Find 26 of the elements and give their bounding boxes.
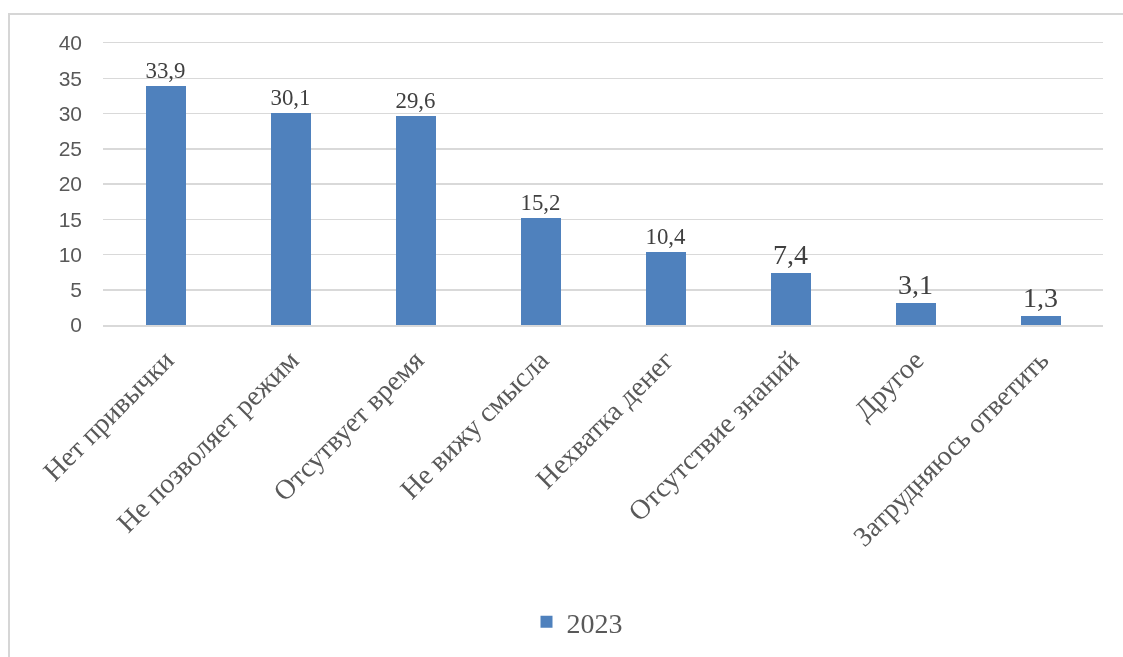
bar	[770, 272, 811, 325]
data-label: 7,4	[773, 238, 808, 270]
bar	[895, 303, 936, 325]
y-tick-label: 20	[58, 172, 82, 196]
data-label: 30,1	[270, 84, 311, 110]
bar	[520, 217, 561, 325]
y-tick-label: 10	[58, 242, 82, 266]
y-tick-label: 25	[58, 137, 82, 161]
legend-label: 2023	[566, 607, 623, 639]
data-label: 10,4	[645, 223, 687, 249]
y-tick-label: 5	[70, 278, 82, 302]
bar	[1020, 315, 1061, 325]
bar	[145, 86, 186, 325]
data-label: 33,9	[145, 58, 186, 84]
bar	[395, 116, 436, 325]
y-tick-label: 35	[58, 66, 82, 90]
data-label: 3,1	[898, 269, 933, 301]
y-tick-label: 0	[70, 313, 82, 337]
bar	[645, 251, 686, 325]
bar	[270, 112, 311, 325]
y-tick-label: 15	[58, 207, 82, 231]
y-tick-label: 40	[58, 31, 82, 55]
data-label: 29,6	[395, 88, 436, 114]
data-label: 15,2	[520, 189, 561, 215]
y-tick-label: 30	[58, 101, 82, 125]
data-label: 1,3	[1023, 281, 1058, 313]
